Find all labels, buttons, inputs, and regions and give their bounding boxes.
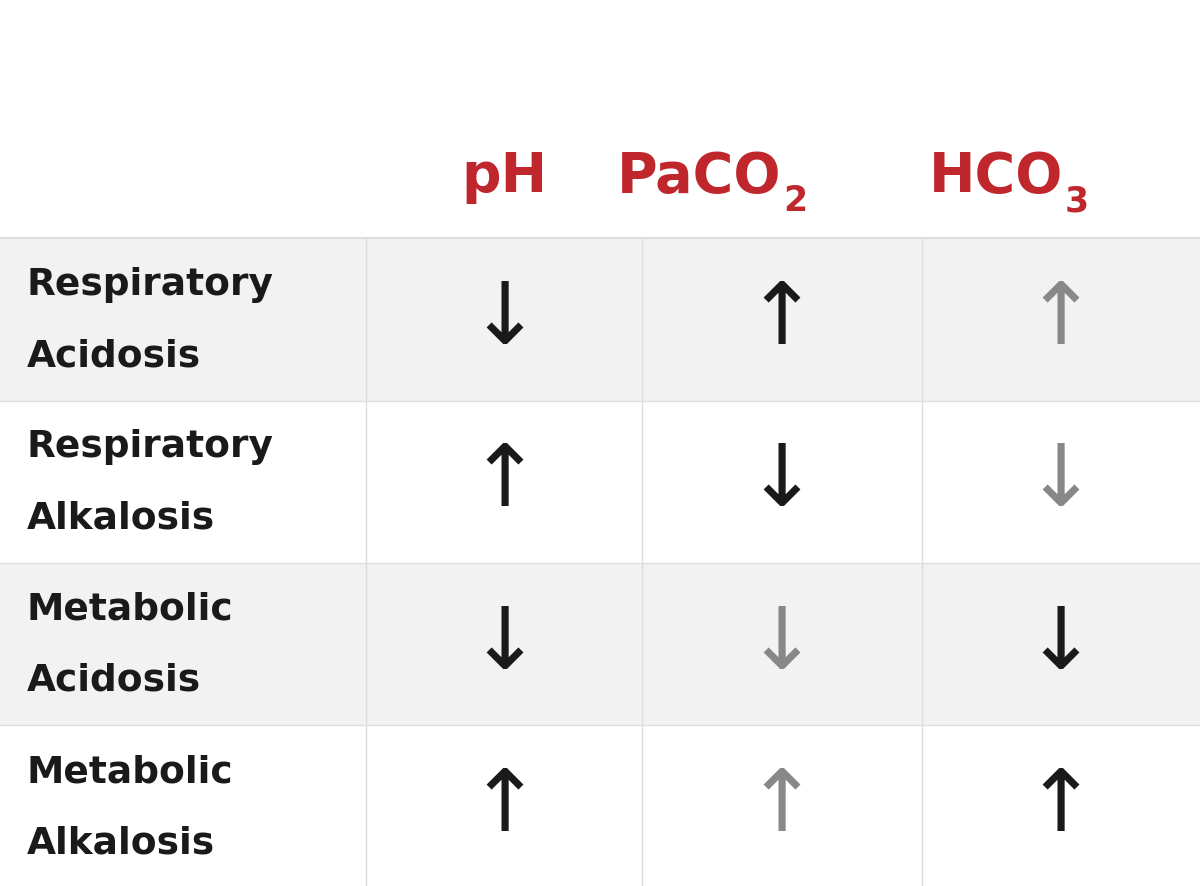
Text: ↑: ↑ — [1025, 279, 1097, 361]
Text: Acidosis: Acidosis — [26, 338, 200, 374]
Bar — [0, 401, 1200, 563]
Text: ↑: ↑ — [468, 441, 540, 524]
Text: Alkalosis: Alkalosis — [26, 500, 215, 536]
Bar — [0, 726, 1200, 886]
Text: PaCO: PaCO — [617, 151, 782, 204]
Text: 2: 2 — [784, 184, 808, 218]
Text: ↓: ↓ — [1025, 441, 1097, 524]
Text: ↑: ↑ — [745, 279, 818, 361]
Text: ↓: ↓ — [468, 603, 540, 686]
Bar — [0, 563, 1200, 726]
Text: ↑: ↑ — [1025, 766, 1097, 848]
Text: ↑: ↑ — [745, 766, 818, 848]
Text: HCO: HCO — [929, 151, 1063, 204]
Text: Metabolic: Metabolic — [26, 753, 233, 789]
Text: Respiratory: Respiratory — [26, 267, 274, 303]
Bar — [0, 115, 1200, 239]
Text: ↓: ↓ — [745, 603, 818, 686]
Text: ↓: ↓ — [1025, 603, 1097, 686]
Text: Metabolic: Metabolic — [26, 591, 233, 627]
Text: Acidosis: Acidosis — [26, 662, 200, 698]
Text: ↓: ↓ — [745, 441, 818, 524]
Bar — [0, 239, 1200, 401]
Text: 3: 3 — [1064, 184, 1088, 218]
Text: ↑: ↑ — [468, 766, 540, 848]
Text: pH: pH — [461, 151, 547, 204]
Text: Alkalosis: Alkalosis — [26, 824, 215, 860]
Text: Respiratory: Respiratory — [26, 429, 274, 465]
Text: ↓: ↓ — [468, 279, 540, 361]
